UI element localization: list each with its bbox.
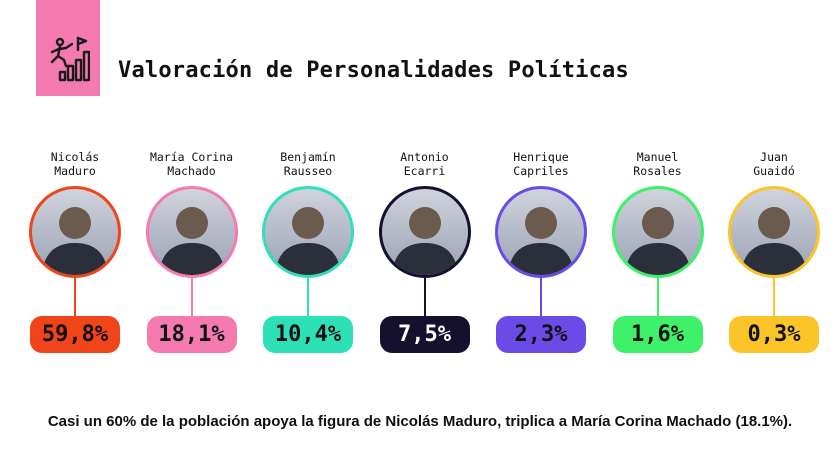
- candidate-column: Nicolás Maduro 59,8%: [18, 0, 132, 360]
- candidate-name: Henrique Capriles: [484, 150, 598, 178]
- candidate-column: Juan Guaidó 0,3%: [717, 0, 831, 360]
- candidate-photo: [29, 186, 121, 278]
- candidate-name-line2: Rausseo: [283, 164, 333, 178]
- candidate-photo: [145, 186, 238, 278]
- candidate-name-line1: Juan: [760, 150, 788, 164]
- candidate-photo: [378, 186, 471, 278]
- value-pill: 0,3%: [729, 316, 819, 353]
- candidate-photo: [611, 186, 704, 278]
- connector-line: [773, 275, 775, 321]
- person-silhouette-icon: [624, 207, 691, 275]
- value-pill: 59,8%: [30, 316, 120, 353]
- connector-line: [540, 275, 542, 321]
- candidate-name-line1: Nicolás: [50, 150, 100, 164]
- person-silhouette-icon: [741, 207, 807, 275]
- climbing-person-icon: [50, 36, 90, 82]
- person-silhouette-icon: [508, 207, 574, 275]
- candidate-column: Manuel Rosales 1,6%: [601, 0, 715, 360]
- connector-line: [656, 275, 659, 321]
- value-pill: 1,6%: [612, 316, 703, 353]
- value-pill: 2,3%: [496, 316, 586, 353]
- candidate-name-line1: Benjamín: [280, 150, 336, 164]
- connector-line: [307, 275, 309, 321]
- candidate-name-line1: Antonio: [400, 150, 449, 164]
- connector-line: [190, 275, 193, 321]
- candidate-name-line2: Ecarri: [403, 164, 446, 178]
- candidate-column: Antonio Ecarri 7,5%: [368, 0, 482, 360]
- candidate-name-line2: Guaidó: [753, 164, 795, 178]
- header-badge: [36, 0, 100, 96]
- candidate-name-line1: Henrique: [513, 150, 569, 164]
- candidate-name-line1: Manuel: [636, 150, 679, 164]
- candidate-photo: [495, 186, 587, 278]
- candidate-photo: [728, 186, 820, 278]
- candidate-name-line2: Capriles: [513, 164, 569, 178]
- connector-line: [423, 275, 426, 321]
- value-pill: 10,4%: [263, 316, 353, 353]
- person-silhouette-icon: [391, 207, 458, 275]
- footer-caption: Casi un 60% de la población apoya la fig…: [47, 413, 793, 430]
- candidate-name: Juan Guaidó: [717, 150, 831, 178]
- candidate-name: Manuel Rosales: [601, 150, 715, 178]
- candidate-column: Henrique Capriles 2,3%: [484, 0, 598, 360]
- person-silhouette-icon: [158, 207, 225, 275]
- page-title: Valoración de Personalidades Políticas: [118, 58, 629, 83]
- candidate-name-line2: Machado: [167, 164, 216, 178]
- candidate-name-line1: María Corina: [149, 150, 234, 164]
- value-pill: 7,5%: [379, 316, 470, 353]
- candidate-name: Nicolás Maduro: [18, 150, 132, 178]
- candidate-name: Antonio Ecarri: [368, 150, 482, 178]
- candidate-column: María Corina Machado 18,1%: [135, 0, 249, 360]
- person-silhouette-icon: [275, 207, 341, 275]
- candidate-name-line2: Maduro: [54, 164, 96, 178]
- connector-line: [74, 275, 76, 321]
- value-pill: 18,1%: [146, 316, 237, 353]
- candidate-name: Benjamín Rausseo: [251, 150, 365, 178]
- candidate-photo: [262, 186, 354, 278]
- candidate-name: María Corina Machado: [135, 150, 249, 178]
- candidate-column: Benjamín Rausseo 10,4%: [251, 0, 365, 360]
- candidate-name-line2: Rosales: [633, 164, 682, 178]
- person-silhouette-icon: [42, 207, 108, 275]
